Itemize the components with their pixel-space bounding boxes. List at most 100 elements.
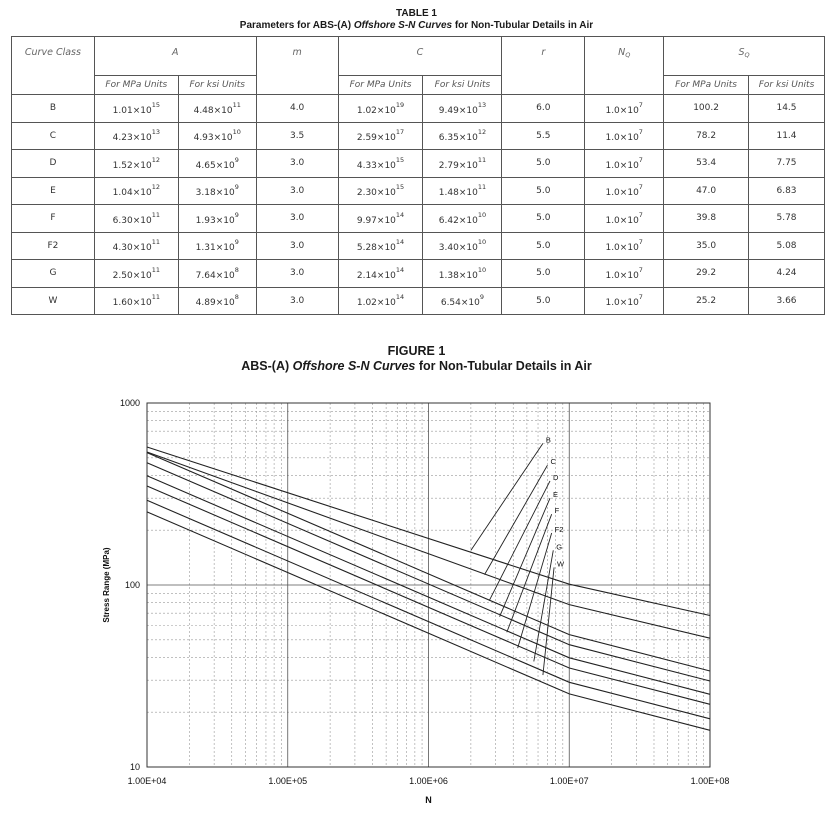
cell-curve-class: E xyxy=(11,176,95,205)
header-r: r xyxy=(501,36,586,76)
cell-c-mpa: 2.30×1015 xyxy=(337,176,424,205)
y-tick-label: 100 xyxy=(125,580,140,590)
cell-m: 3.0 xyxy=(255,231,339,260)
header-c: C xyxy=(337,36,503,76)
cell-c-ksi: 6.54×109 xyxy=(422,286,503,315)
cell-r: 5.0 xyxy=(501,176,586,205)
curve-f2 xyxy=(146,485,711,705)
cell-a-mpa: 1.52×1012 xyxy=(93,149,179,178)
x-tick-label: 1.00E+06 xyxy=(409,776,448,786)
cell-sq-mpa: 53.4 xyxy=(663,149,750,178)
leader-line-c xyxy=(484,465,548,575)
table-row: F2 4.30×1011 1.31×109 3.0 5.28×1014 3.40×1010… xyxy=(11,231,825,260)
cell-curve-class: B xyxy=(11,94,95,123)
x-tick-label: 1.00E+05 xyxy=(268,776,307,786)
table-row: B 1.01×1015 4.48×1011 4.0 1.02×1019 9.49×1013… xyxy=(11,94,825,123)
header-curve-class: Curve Class xyxy=(11,36,95,76)
header-m: m xyxy=(255,36,339,76)
header-blank xyxy=(255,75,339,95)
header-sq-ksi: For ksi Units xyxy=(748,75,825,95)
curve-label-f2: F2 xyxy=(555,525,564,534)
header-a-ksi: For ksi Units xyxy=(177,75,257,95)
y-tick-label: 10 xyxy=(130,762,140,772)
leader-line-g xyxy=(533,550,554,662)
header-blank xyxy=(11,75,95,95)
table-row: D 1.52×1012 4.65×109 3.0 4.33×1015 2.79×1011 5… xyxy=(11,149,825,178)
curve-b xyxy=(146,446,711,617)
cell-c-mpa: 2.14×1014 xyxy=(337,259,424,288)
cell-c-mpa: 2.59×1017 xyxy=(337,121,424,150)
cell-m: 3.0 xyxy=(255,204,339,233)
cell-nq: 1.0×107 xyxy=(584,286,665,315)
header-nq: NQ xyxy=(584,36,665,76)
cell-nq: 1.0×107 xyxy=(584,204,665,233)
cell-c-ksi: 3.40×1010 xyxy=(422,231,503,260)
cell-curve-class: D xyxy=(11,149,95,178)
cell-m: 3.0 xyxy=(255,286,339,315)
table-row: G 2.50×1011 7.64×108 3.0 2.14×1014 1.38×1010 5… xyxy=(11,259,825,288)
cell-m: 3.5 xyxy=(255,121,339,150)
cell-nq: 1.0×107 xyxy=(584,231,665,260)
cell-r: 6.0 xyxy=(501,94,586,123)
cell-c-ksi: 1.48×1011 xyxy=(422,176,503,205)
cell-a-mpa: 4.30×1011 xyxy=(93,231,179,260)
cell-sq-ksi: 14.5 xyxy=(748,94,825,123)
x-tick-label: 1.00E+07 xyxy=(550,776,589,786)
cell-a-ksi: 7.64×108 xyxy=(177,259,257,288)
cell-sq-ksi: 5.78 xyxy=(748,204,825,233)
cell-a-mpa: 6.30×1011 xyxy=(93,204,179,233)
cell-nq: 1.0×107 xyxy=(584,94,665,123)
cell-a-ksi: 1.31×109 xyxy=(177,231,257,260)
cell-sq-ksi: 5.08 xyxy=(748,231,825,260)
cell-sq-mpa: 100.2 xyxy=(663,94,750,123)
cell-r: 5.0 xyxy=(501,149,586,178)
curve-label-g: G xyxy=(556,542,562,551)
header-c-mpa: For MPa Units xyxy=(337,75,424,95)
cell-a-ksi: 4.65×109 xyxy=(177,149,257,178)
figure-label: FIGURE 1 xyxy=(387,344,446,358)
cell-nq: 1.0×107 xyxy=(584,176,665,205)
cell-sq-ksi: 6.83 xyxy=(748,176,825,205)
cell-r: 5.0 xyxy=(501,231,586,260)
curve-label-e: E xyxy=(553,490,558,499)
leader-line-w xyxy=(542,567,555,676)
cell-c-ksi: 6.35×1012 xyxy=(422,121,503,150)
curve-label-b: B xyxy=(546,435,551,444)
plot-frame xyxy=(146,402,711,768)
table-label: TABLE 1 xyxy=(396,8,437,19)
cell-nq: 1.0×107 xyxy=(584,259,665,288)
cell-sq-mpa: 39.8 xyxy=(663,204,750,233)
cell-m: 4.0 xyxy=(255,94,339,123)
parameters-table: Curve Class A m C r NQ SQ For MPa Units … xyxy=(11,36,825,315)
table-title: Parameters for ABS-(A) Offshore S-N Curv… xyxy=(239,20,594,31)
cell-c-mpa: 9.97×1014 xyxy=(337,204,424,233)
cell-curve-class: F2 xyxy=(11,231,95,260)
x-axis-label: N xyxy=(425,795,432,805)
cell-c-mpa: 1.02×1014 xyxy=(337,286,424,315)
table-row: E 1.04×1012 3.18×109 3.0 2.30×1015 1.48×1011 5… xyxy=(11,176,825,205)
cell-sq-ksi: 7.75 xyxy=(748,149,825,178)
leader-line-e xyxy=(499,497,551,617)
cell-r: 5.5 xyxy=(501,121,586,150)
cell-c-mpa: 1.02×1019 xyxy=(337,94,424,123)
cell-c-ksi: 2.79×1011 xyxy=(422,149,503,178)
header-a: A xyxy=(93,36,257,76)
cell-a-ksi: 4.93×1010 xyxy=(177,121,257,150)
table-row: F 6.30×1011 1.93×109 3.0 9.97×1014 6.42×1010 5… xyxy=(11,204,825,233)
curve-label-f: F xyxy=(555,506,560,515)
cell-r: 5.0 xyxy=(501,259,586,288)
figure-title: ABS-(A) Offshore S-N Curves for Non-Tubu… xyxy=(241,359,592,373)
curve-e xyxy=(146,462,711,682)
cell-c-ksi: 6.42×1010 xyxy=(422,204,503,233)
cell-a-mpa: 1.04×1012 xyxy=(93,176,179,205)
cell-a-mpa: 4.23×1013 xyxy=(93,121,179,150)
cell-sq-mpa: 29.2 xyxy=(663,259,750,288)
y-tick-label: 1000 xyxy=(120,398,140,408)
cell-r: 5.0 xyxy=(501,286,586,315)
header-c-ksi: For ksi Units xyxy=(422,75,503,95)
cell-a-ksi: 3.18×109 xyxy=(177,176,257,205)
curve-label-c: C xyxy=(550,457,556,466)
leader-line-f xyxy=(506,514,553,633)
curve-g xyxy=(146,499,711,720)
cell-a-mpa: 1.01×1015 xyxy=(93,94,179,123)
